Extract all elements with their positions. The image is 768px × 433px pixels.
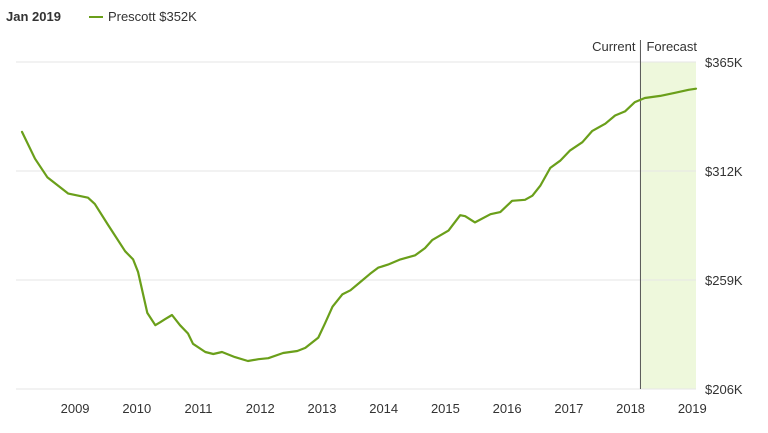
y-tick-label: $259K [705,273,743,288]
x-tick-label: 2010 [122,401,151,416]
legend-swatch [88,15,103,18]
x-tick-label: 2015 [431,401,460,416]
series-line-prescott [20,87,698,363]
x-tick-label: 2011 [185,401,213,416]
x-tick-label: 2016 [493,401,522,416]
legend-series-label: Prescott $352K [107,9,197,24]
legend-date: Jan 2019 [6,9,61,24]
chart-legend: Jan 2019 Prescott $352K [6,9,197,24]
y-tick-label: $365K [705,55,743,70]
y-tick-label: $206K [705,382,743,397]
current-label: Current [592,39,636,54]
x-tick-label: 2013 [308,401,337,416]
forecast-region [640,62,696,389]
y-tick-label: $312K [705,164,743,179]
x-tick-label: 2012 [246,401,275,416]
x-tick-label: 2014 [369,401,398,416]
x-tick-label: 2019 [678,401,707,416]
x-tick-label: 2009 [61,401,90,416]
x-tick-label: 2018 [616,401,645,416]
forecast-label: Forecast [646,39,697,54]
x-tick-label: 2017 [554,401,583,416]
